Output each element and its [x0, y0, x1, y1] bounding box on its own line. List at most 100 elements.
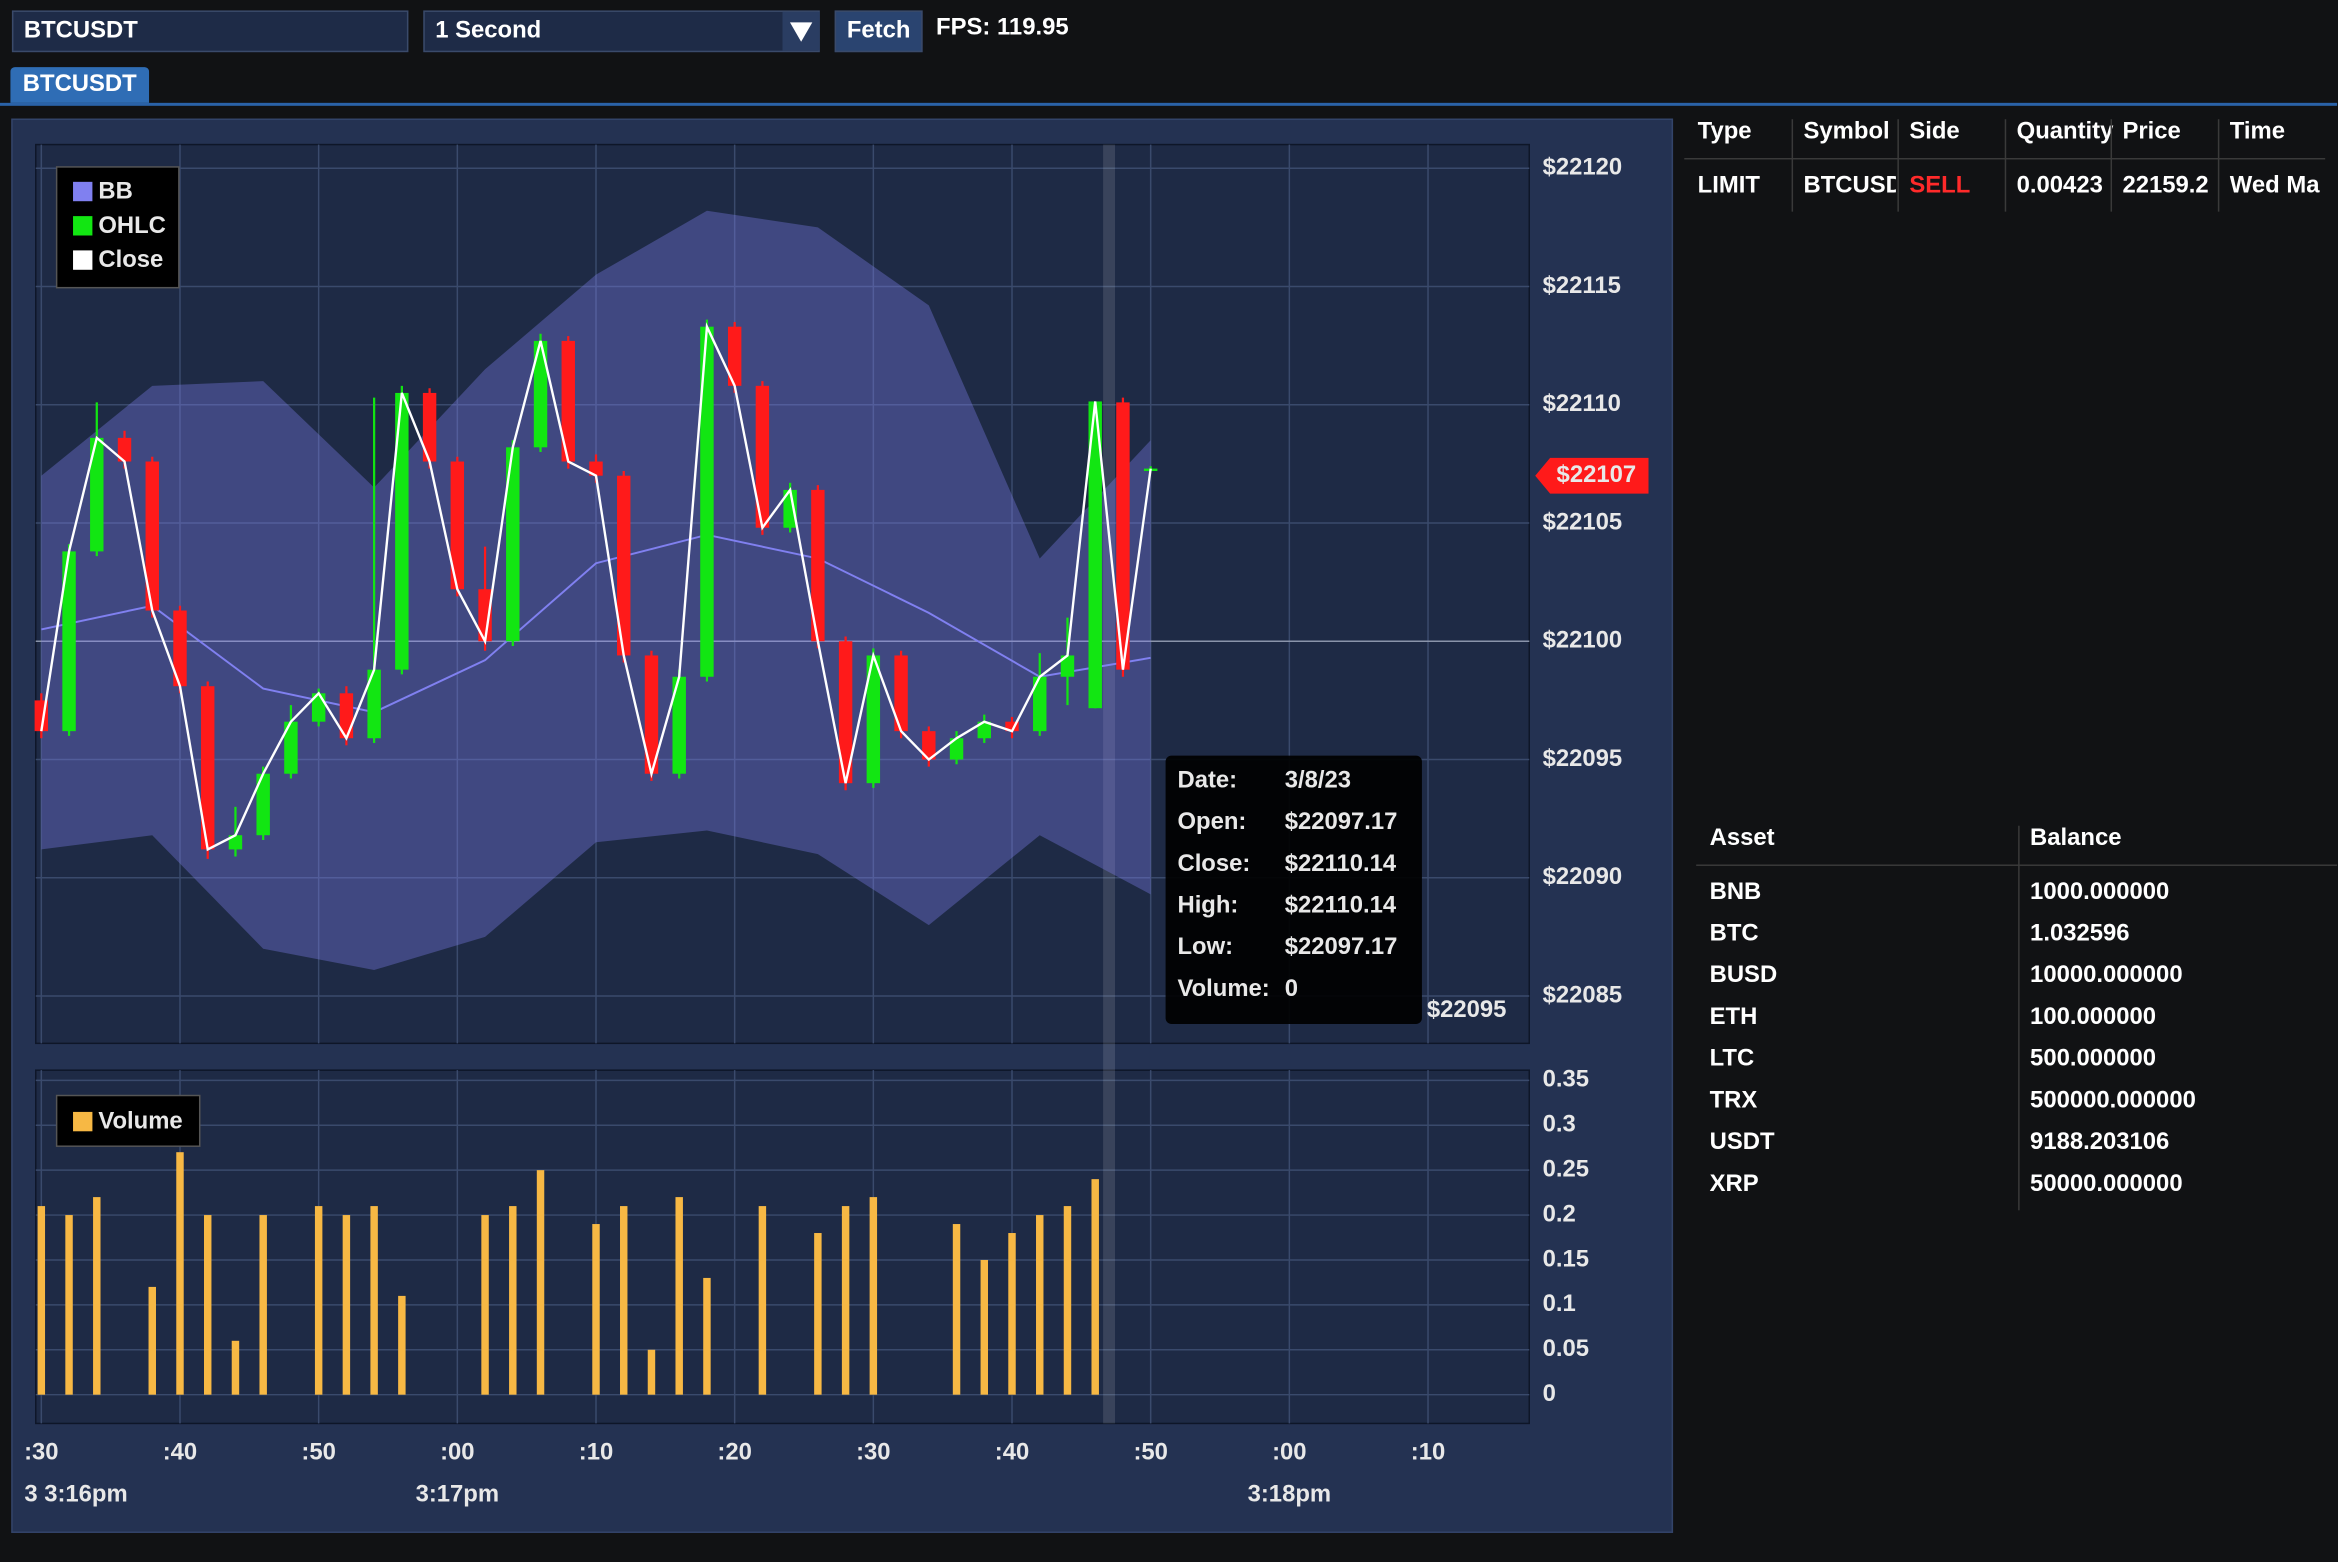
table-cell: 1000.000000: [2030, 879, 2170, 905]
volume-bar: [93, 1197, 101, 1395]
candle-body: [228, 835, 243, 850]
candle-body: [367, 669, 381, 739]
x-tick-label: :50: [301, 1439, 335, 1466]
header-underline: [1684, 157, 2326, 160]
volume-bar: [703, 1277, 711, 1395]
candle-body: [201, 686, 215, 850]
chart: $22085 $22090 $22095 $22100 $22105 $22110 $221…: [11, 118, 1674, 1533]
volume-bar: [592, 1224, 600, 1395]
legend-label: Volume: [98, 1108, 182, 1135]
x-tick-label: :50: [1133, 1439, 1167, 1466]
tab[interactable]: BTCUSDT: [10, 67, 150, 103]
table-cell: LTC: [1709, 1046, 1755, 1072]
candle-body: [395, 392, 409, 670]
candle-body: [1088, 401, 1102, 709]
x-tick-label: :30: [24, 1439, 58, 1466]
column-header: Time: [2229, 119, 2286, 145]
y-tick-label: 0.35: [1543, 1066, 1589, 1093]
x-tick-label: :20: [717, 1439, 751, 1466]
column-header: Asset: [1709, 825, 1775, 852]
volume-bar: [370, 1206, 378, 1395]
column-separator: [2110, 119, 2113, 212]
volume-bar: [841, 1206, 850, 1395]
interval-text: 1 Second: [435, 17, 542, 44]
volume-bar: [1036, 1215, 1044, 1395]
table-cell: USDT: [1709, 1129, 1775, 1156]
y-tick-label: 0.25: [1543, 1155, 1589, 1182]
price-marker: [1535, 457, 1649, 494]
crosshair-column: [1103, 144, 1116, 1424]
table-cell: 22159.2: [2122, 172, 2209, 199]
candle-body: [478, 589, 492, 642]
volume-bar: [398, 1295, 406, 1395]
header-underline: [1696, 864, 2338, 866]
candle-body: [589, 461, 603, 476]
volume-plot: [35, 1069, 1530, 1425]
tooltip-label: Volume:: [1177, 975, 1269, 1002]
y-tick-label: 0.3: [1543, 1111, 1576, 1138]
fetch-button[interactable]: Fetch: [834, 10, 923, 53]
candle-body: [506, 447, 520, 642]
table-cell: 500000.000000: [2030, 1088, 2196, 1114]
candle-body: [90, 437, 104, 552]
price-marker-label: $22107: [1557, 461, 1637, 488]
volume-bar: [675, 1197, 683, 1395]
tooltip-value: $22110.14: [1285, 892, 1397, 919]
legend-label: OHLC: [98, 212, 166, 239]
x-tick-label-secondary: 3:18pm: [1248, 1480, 1331, 1507]
column-header: Quantity: [2016, 119, 2114, 145]
x-tick-label: :00: [440, 1439, 474, 1466]
volume-bar: [620, 1206, 628, 1395]
volume-bar: [37, 1206, 46, 1395]
table-cell: 10000.000000: [2030, 962, 2183, 989]
candle-body: [672, 676, 686, 774]
tooltip-value: $22110.14: [1285, 850, 1397, 877]
legend-swatch: [73, 216, 93, 236]
table-cell: TRX: [1709, 1088, 1758, 1114]
tab-underline: [0, 102, 2338, 106]
table-cell: 0.00423: [2016, 172, 2103, 199]
dropdown-arrow: [782, 11, 820, 51]
candle-body: [533, 340, 548, 448]
y-tick-label: $22115: [1543, 272, 1621, 299]
column-separator: [1897, 119, 1899, 212]
x-tick-label: :40: [163, 1439, 197, 1466]
legend-swatch: [73, 250, 93, 270]
legend-swatch: [73, 181, 93, 202]
x-tick-label: :10: [579, 1439, 613, 1466]
candle-body: [1033, 676, 1047, 732]
interval-dropdown[interactable]: 1 Second: [423, 10, 820, 53]
symbol-input[interactable]: BTCUSDT: [11, 10, 409, 53]
table-cell: BNB: [1709, 879, 1762, 905]
tooltip-label: Close:: [1177, 850, 1250, 877]
volume-bar: [259, 1215, 267, 1395]
candle-body: [755, 385, 770, 528]
x-tick-label-secondary: 3:17pm: [416, 1480, 499, 1507]
candle-body: [644, 655, 659, 774]
table-cell: BTC: [1709, 921, 1759, 947]
candle-body: [145, 461, 159, 611]
tooltip-value: $22097.17: [1285, 808, 1398, 835]
volume-bar: [203, 1215, 212, 1395]
tooltip-value: 3/8/23: [1285, 766, 1351, 793]
close-line: [40, 322, 1152, 852]
candle-body: [811, 489, 825, 642]
column-separator: [2018, 825, 2020, 1211]
balances-table: Asset Balance BNB 1000.000000 BTC 1.032596 BUS…: [1684, 820, 2338, 1222]
candle-body: [1060, 655, 1075, 677]
table-cell: BTCUSD: [1803, 172, 1896, 199]
legend-swatch: [73, 1111, 93, 1132]
table-cell: 100.000000: [2030, 1004, 2157, 1030]
tooltip-label: High:: [1177, 892, 1238, 919]
candle-body: [727, 326, 742, 386]
candle-body: [866, 655, 881, 784]
table-cell: XRP: [1709, 1171, 1759, 1197]
candle-body: [173, 610, 187, 687]
table-cell: Wed Ma: [2229, 172, 2320, 199]
column-header: Type: [1697, 119, 1752, 145]
volume-bar: [1063, 1206, 1072, 1395]
bollinger-middle: [41, 533, 1151, 714]
candle-body: [1005, 721, 1019, 732]
legend-label: BB: [98, 178, 132, 205]
